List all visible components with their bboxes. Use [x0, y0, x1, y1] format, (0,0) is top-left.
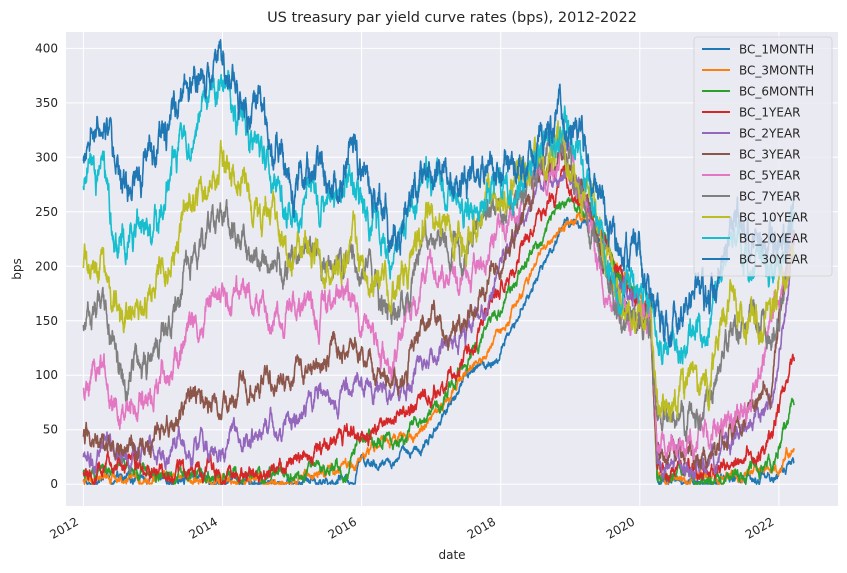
y-tick-label: 350 [35, 96, 58, 110]
legend-label: BC_3MONTH [739, 64, 814, 78]
legend-label: BC_7YEAR [739, 190, 801, 204]
y-axis-label: bps [10, 258, 24, 280]
series-line-bc-1year [82, 164, 795, 485]
legend-label: BC_1YEAR [739, 106, 801, 120]
legend-label: BC_1MONTH [739, 43, 814, 57]
legend-label: BC_10YEAR [739, 211, 808, 225]
x-tick-label: 2012 [47, 514, 80, 541]
y-tick-label: 0 [50, 477, 58, 491]
x-tick-label: 2020 [604, 514, 637, 541]
legend-label: BC_20YEAR [739, 232, 808, 246]
series-line-bc-20year [82, 69, 795, 366]
y-tick-label: 400 [35, 41, 58, 55]
y-tick-label: 50 [43, 423, 58, 437]
x-axis-label: date [438, 548, 465, 562]
series-line-bc-3year [82, 144, 795, 470]
y-tick-label: 150 [35, 314, 58, 328]
x-axis-ticks: 2012 2014 2016 2018 2020 2022 [47, 514, 776, 541]
legend: BC_1MONTH BC_3MONTH BC_6MONTH BC_1YEAR BC_2Y… [693, 36, 833, 277]
y-tick-label: 300 [35, 150, 58, 164]
legend-label: BC_3YEAR [739, 148, 801, 162]
series-line-bc-10year [82, 120, 795, 423]
legend-label: BC_30YEAR [739, 253, 808, 267]
series-group [82, 39, 795, 485]
x-tick-label: 2016 [326, 514, 359, 541]
y-tick-label: 250 [35, 205, 58, 219]
x-tick-label: 2022 [743, 514, 776, 541]
legend-label: BC_6MONTH [739, 85, 814, 99]
legend-label: BC_5YEAR [739, 169, 801, 183]
chart-title: US treasury par yield curve rates (bps),… [267, 10, 637, 26]
y-axis-ticks: 0 50 100 150 200 250 300 350 400 [35, 41, 58, 491]
legend-label: BC_2YEAR [739, 127, 801, 141]
y-tick-label: 100 [35, 368, 58, 382]
series-line-bc-7year [82, 131, 795, 442]
x-tick-label: 2018 [465, 514, 498, 541]
y-tick-label: 200 [35, 259, 58, 273]
x-tick-label: 2014 [187, 514, 220, 541]
series-line-bc-5year [82, 134, 795, 460]
series-line-bc-30year [82, 39, 795, 348]
